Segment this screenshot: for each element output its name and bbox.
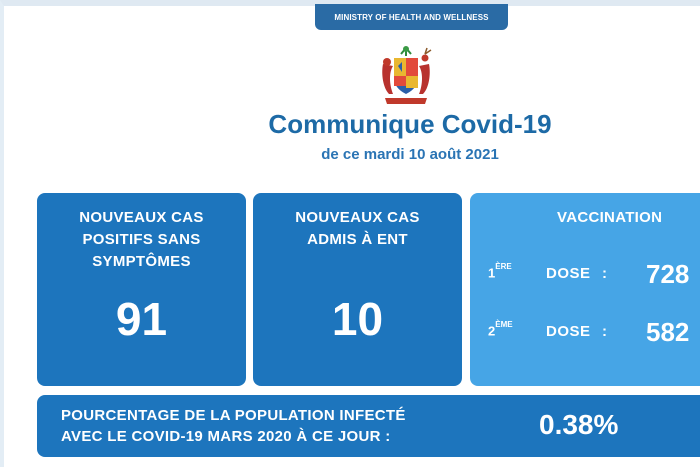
dose-label: DOSE: [546, 265, 591, 282]
dose-label: DOSE: [546, 323, 591, 340]
card-heading: NOUVEAUX CAS POSITIFS SANS SYMPTÔMES: [37, 207, 246, 273]
card-heading-line: SYMPTÔMES: [92, 253, 191, 270]
dose-ordinal-suffix: ÈRE: [495, 262, 512, 271]
dose-ordinal: 1ÈRE: [488, 262, 512, 281]
ministry-label: MINISTRY OF HEALTH AND WELLNESS: [334, 12, 489, 22]
infected-percentage-bar: POURCENTAGE DE LA POPULATION INFECTÉ AVE…: [37, 395, 700, 457]
card-admitted-ent: NOUVEAUX CAS ADMIS À ENT 10: [253, 193, 462, 386]
card-heading: NOUVEAUX CAS ADMIS À ENT: [253, 207, 462, 251]
vaccination-heading: VACCINATION: [557, 209, 663, 226]
dose-value: 728: [646, 259, 690, 289]
dose-colon: :: [602, 323, 607, 340]
card-asymptomatic-cases: NOUVEAUX CAS POSITIFS SANS SYMPTÔMES 91: [37, 193, 246, 386]
card-value: 10: [331, 293, 384, 345]
dose-value: 582: [646, 317, 690, 347]
infected-label: POURCENTAGE DE LA POPULATION INFECTÉ AVE…: [61, 405, 521, 447]
infected-label-line: POURCENTAGE DE LA POPULATION INFECTÉ: [61, 407, 406, 424]
page-title: Communique Covid-19: [268, 109, 552, 139]
dose-row-second: 2ÈME DOSE : 582: [470, 317, 700, 347]
ministry-banner: MINISTRY OF HEALTH AND WELLNESS: [315, 4, 508, 30]
dose-ordinal-suffix: ÈME: [495, 320, 513, 329]
card-heading-line: NOUVEAUX CAS: [79, 209, 204, 226]
infected-value: 0.38%: [539, 409, 619, 440]
card-heading-line: POSITIFS SANS: [82, 231, 201, 248]
card-heading-line: ADMIS À ENT: [307, 231, 408, 248]
dose-row-first: 1ÈRE DOSE : 728: [470, 259, 700, 289]
card-vaccination: VACCINATION 1ÈRE DOSE : 728 2ÈME DOSE : …: [470, 193, 700, 386]
infected-label-line: AVEC LE COVID-19 MARS 2020 À CE JOUR :: [61, 428, 391, 445]
page-date: de ce mardi 10 août 2021: [321, 146, 499, 163]
dose-colon: :: [602, 265, 607, 282]
card-heading-line: NOUVEAUX CAS: [295, 209, 420, 226]
dose-ordinal: 2ÈME: [488, 320, 513, 339]
card-value: 91: [115, 293, 168, 345]
coat-of-arms-icon: [382, 46, 432, 104]
